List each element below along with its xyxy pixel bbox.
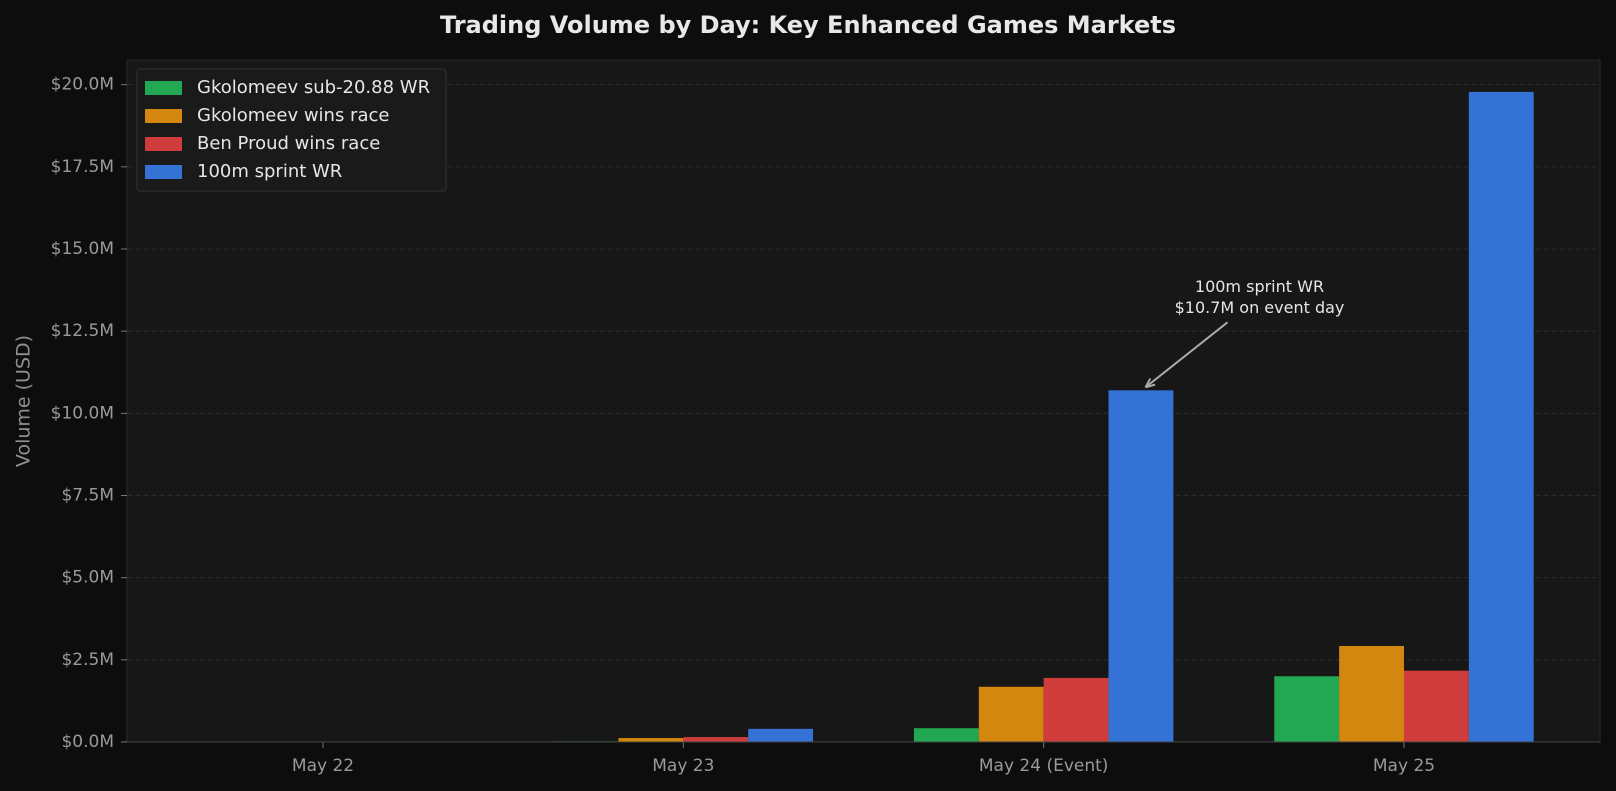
y-tick-label: $15.0M [51,239,114,259]
bar [1274,676,1340,742]
bar [913,728,979,742]
y-tick-label: $10.0M [51,403,114,423]
annotation-arrowhead [1144,378,1156,389]
legend-swatch [145,109,182,123]
bar [978,686,1044,742]
bar [1043,677,1109,742]
bar [1108,390,1174,742]
bar [1468,91,1534,742]
y-tick-label: $17.5M [51,157,114,177]
legend-swatch [145,165,182,179]
y-tick-label: $2.5M [61,650,114,670]
chart-title: Trading Volume by Day: Key Enhanced Game… [440,11,1176,39]
y-tick-label: $5.0M [61,568,114,588]
annotation-arrow [1144,321,1229,389]
annotation: $10.7M on event day [1175,298,1345,317]
bar [683,737,749,742]
y-axis-label: Volume (USD) [13,335,35,467]
bar [748,728,814,742]
bar [1403,670,1469,742]
legend-box [136,68,447,192]
annotation: 100m sprint WR [1195,277,1324,296]
x-tick-label: May 22 [292,756,354,776]
bar [1339,646,1404,742]
x-tick-label: May 23 [652,756,714,776]
legend-swatch [145,81,182,95]
y-tick-label: $20.0M [51,75,114,95]
legend-swatch [145,137,182,151]
y-tick-label: $12.5M [51,321,114,341]
x-tick-label: May 24 (Event) [979,756,1109,776]
legend-label: Gkolomeev sub-20.88 WR [197,77,430,98]
bar [618,738,684,742]
y-tick-label: $7.5M [61,485,114,505]
x-tick-label: May 25 [1373,756,1435,776]
y-tick-label: $0.0M [61,732,114,752]
legend-label: 100m sprint WR [197,161,342,182]
legend-label: Gkolomeev wins race [197,105,389,126]
legend-label: Ben Proud wins race [197,133,380,154]
